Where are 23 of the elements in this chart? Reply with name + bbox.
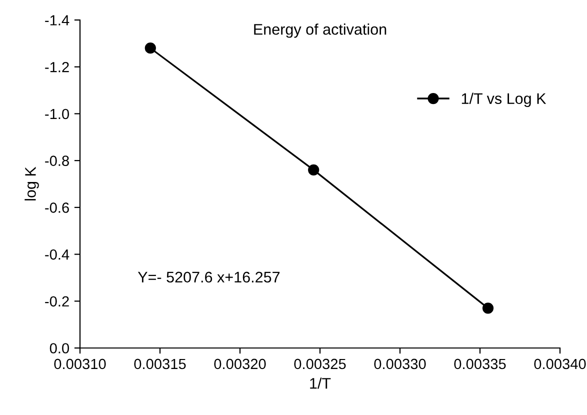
y-tick-label: -0.6 [45, 202, 69, 213]
y-tick-label: -1.2 [45, 62, 69, 72]
x-tick-label: 0.00315 [134, 358, 186, 370]
x-tick-label: 0.00330 [374, 358, 426, 370]
x-tick-label: 0.00335 [454, 358, 506, 370]
y-axis-title: log K [24, 166, 39, 200]
x-tick-label: 0.00340 [534, 358, 586, 370]
point [308, 164, 320, 176]
point [144, 42, 156, 54]
x-axis-title: 1/T [310, 378, 331, 389]
y-tick-label: -1.4 [45, 15, 70, 26]
y-tick-label: -0.2 [45, 296, 69, 307]
y-tick-label: -0.4 [45, 249, 70, 260]
annotation: Y=- 5207.6 x+16.257 [138, 272, 280, 283]
chart-title: Energy of activation [254, 24, 386, 38]
x-tick-label: 0.00310 [54, 358, 106, 370]
x-tick-label: 0.00325 [294, 358, 346, 370]
y-tick-label: 0.0 [50, 343, 70, 354]
legend-label: 1/T vs Log K [462, 92, 546, 108]
x-tick-label: 0.00320 [214, 358, 266, 370]
point [482, 302, 494, 314]
y-tick-label: -1.0 [45, 108, 70, 120]
y-tick-label: -0.8 [45, 156, 69, 166]
